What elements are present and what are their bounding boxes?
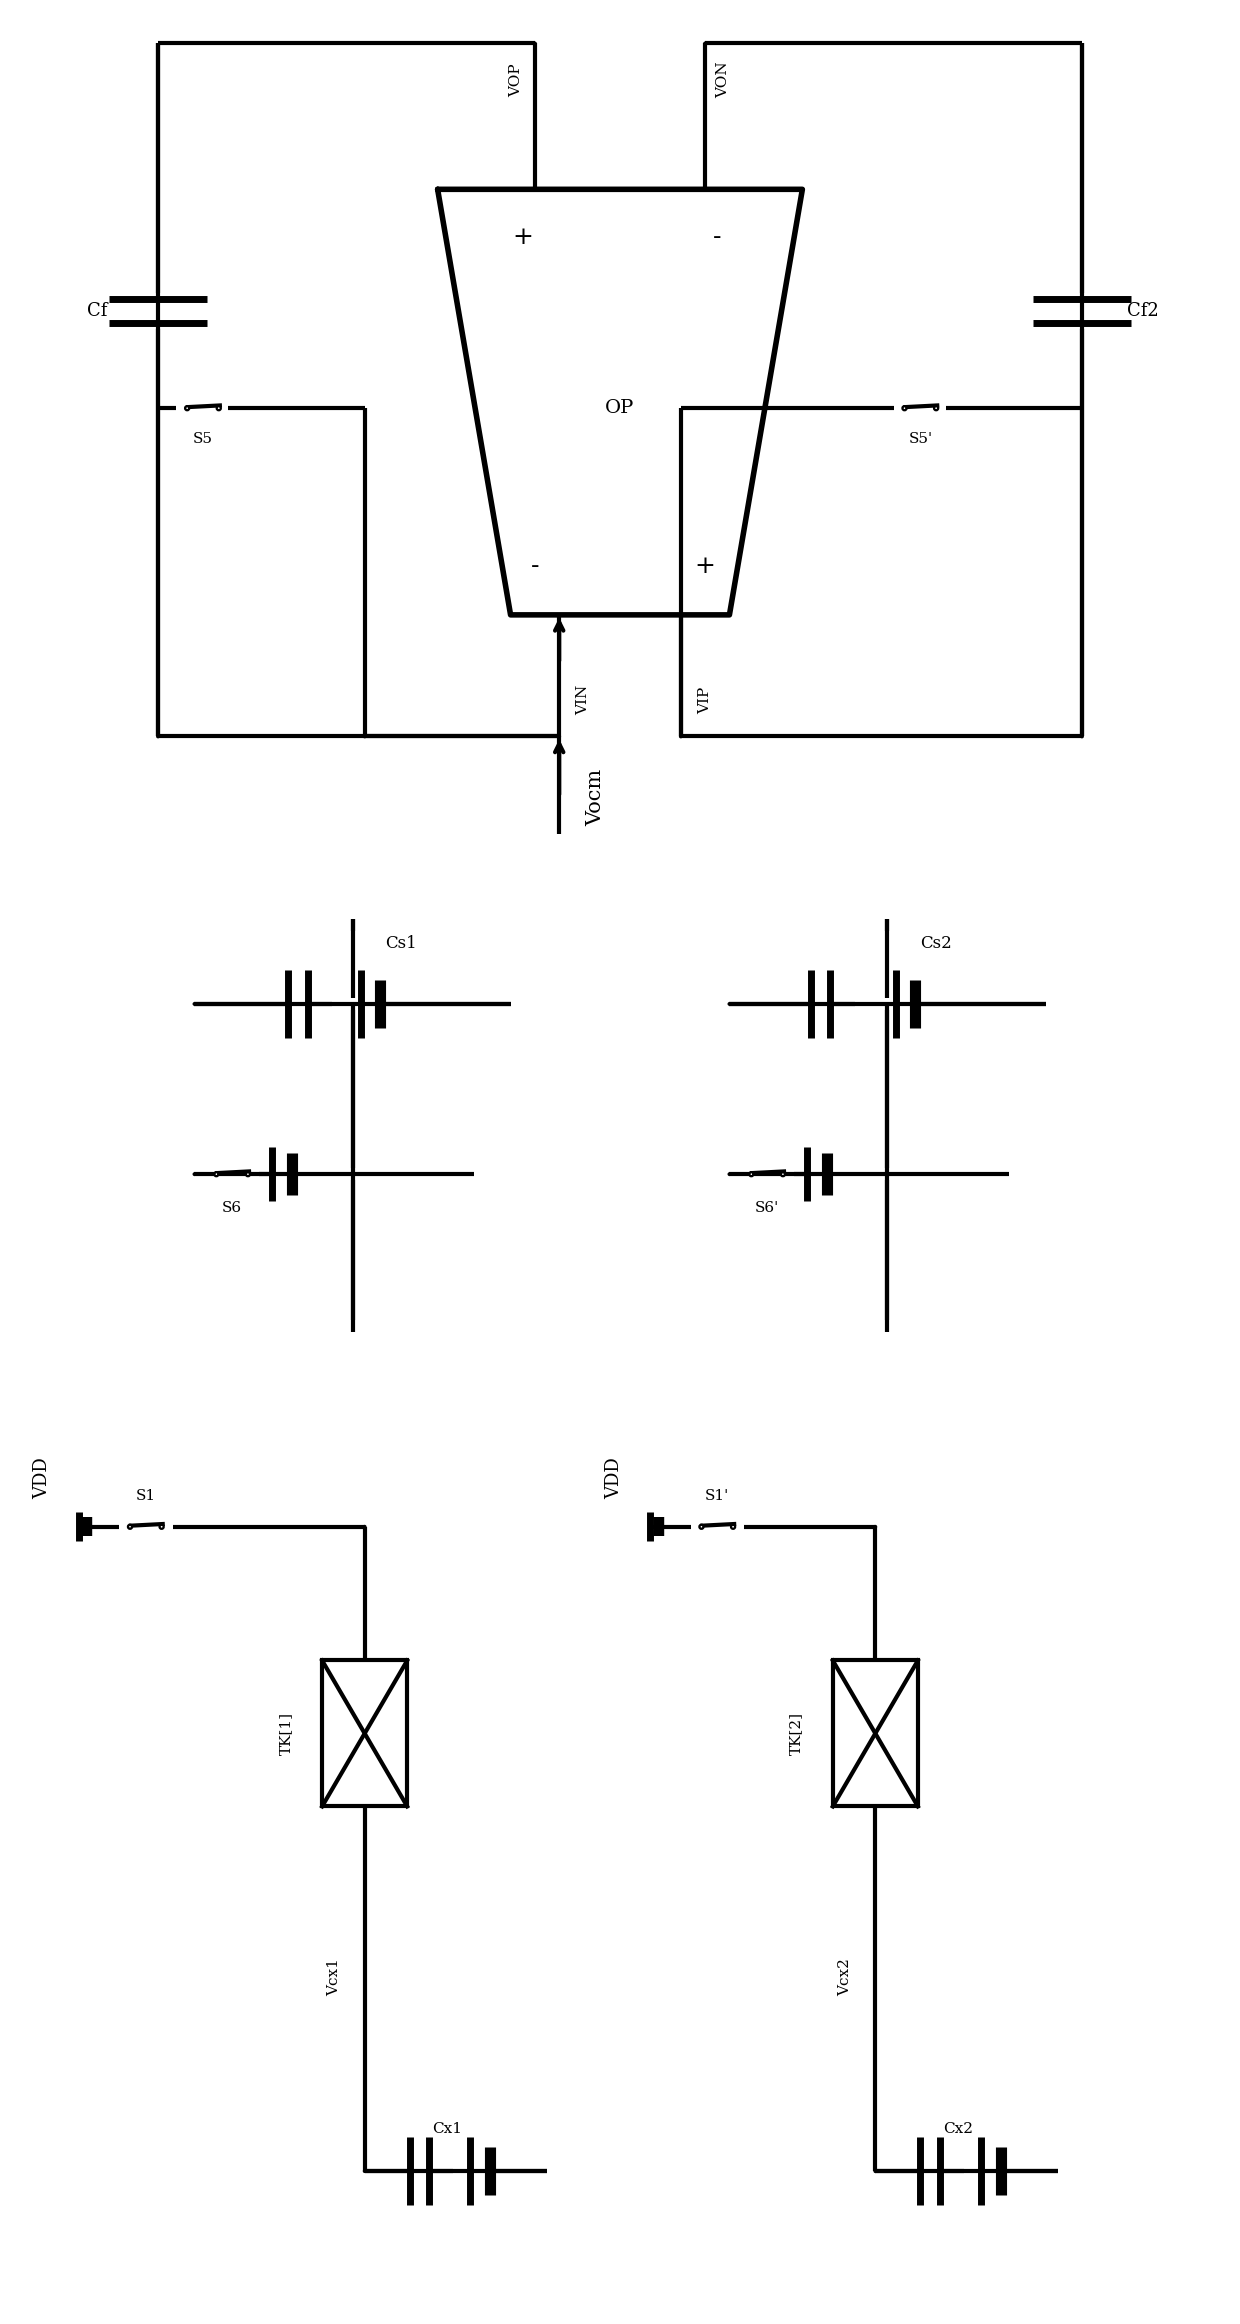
Circle shape [874, 1525, 877, 1527]
Text: VDD: VDD [605, 1457, 622, 1499]
Text: S6: S6 [222, 1202, 242, 1215]
Text: S5': S5' [908, 432, 932, 446]
Text: Cf2: Cf2 [1127, 302, 1158, 321]
Circle shape [533, 42, 536, 44]
Text: TK[2]: TK[2] [790, 1713, 804, 1755]
Circle shape [704, 42, 707, 44]
Bar [322, 1659, 407, 1806]
Text: TK[1]: TK[1] [279, 1713, 293, 1755]
Text: +: + [694, 555, 715, 579]
Text: Cf: Cf [87, 302, 108, 321]
Text: -: - [531, 555, 539, 579]
Text: VON: VON [717, 60, 730, 98]
Text: Vcx2: Vcx2 [838, 1957, 852, 1996]
Circle shape [728, 1174, 730, 1176]
Circle shape [874, 2171, 877, 2173]
Circle shape [680, 734, 682, 737]
Text: S5: S5 [193, 432, 213, 446]
Text: S1: S1 [135, 1490, 156, 1504]
Text: Cx1: Cx1 [433, 2122, 463, 2136]
Bar [833, 1659, 918, 1806]
Circle shape [363, 734, 366, 737]
Text: OP: OP [605, 400, 635, 418]
Text: Cs2: Cs2 [920, 934, 952, 951]
Text: Cx2: Cx2 [942, 2122, 973, 2136]
Text: Vcx1: Vcx1 [327, 1957, 341, 1996]
Circle shape [193, 1002, 196, 1006]
Text: VDD: VDD [33, 1457, 52, 1499]
Text: +: + [512, 225, 533, 249]
Text: S6': S6' [755, 1202, 779, 1215]
Circle shape [1081, 734, 1084, 737]
Text: VIP: VIP [698, 686, 712, 713]
Circle shape [363, 2171, 366, 2173]
Circle shape [558, 734, 560, 737]
Text: Vocm: Vocm [587, 769, 605, 825]
Circle shape [156, 734, 159, 737]
Text: VIN: VIN [577, 686, 590, 716]
Circle shape [363, 1525, 366, 1527]
Text: S1': S1' [706, 1490, 729, 1504]
Text: -: - [713, 225, 722, 249]
Text: Cs1: Cs1 [386, 934, 417, 951]
Circle shape [193, 1174, 196, 1176]
Circle shape [728, 1002, 730, 1006]
Text: VOP: VOP [510, 63, 523, 98]
